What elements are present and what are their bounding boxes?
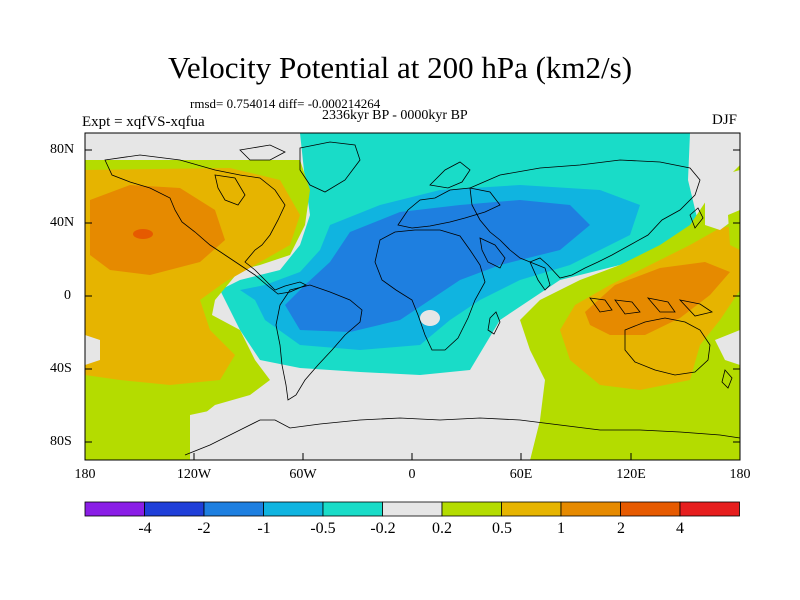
colorbar-swatch <box>322 501 383 517</box>
colorbar-label: -2 <box>197 520 211 537</box>
maritime-continent-max-region <box>585 262 730 335</box>
period-text: 2336kyr BP - 0000kyr BP <box>322 108 468 123</box>
greenland-coastline <box>299 141 361 193</box>
colorbar-swatch <box>441 501 502 517</box>
east-edge-neutral-patch <box>715 330 740 365</box>
equatorial-neutral-patch <box>420 310 440 326</box>
edge-neutral-notch <box>85 335 100 365</box>
colorbar-swatch <box>560 501 621 517</box>
x-tick-label: 120E <box>616 467 646 482</box>
colorbar-swatch <box>203 501 264 517</box>
colorbar-label: 0.5 <box>492 520 512 537</box>
north-pacific-max-region <box>90 185 225 275</box>
colorbar-swatch <box>144 501 205 517</box>
x-tick-label: 60W <box>289 467 317 482</box>
experiment-label: Expt = xqfVS-xqfua <box>82 114 205 130</box>
north-pacific-peak <box>133 229 153 239</box>
rmsd-diff-text: rmsd= 0.754014 diff= -0.000214264 <box>190 96 381 111</box>
colorbar-label: 4 <box>676 520 684 537</box>
colorbar-swatch <box>84 501 145 517</box>
x-tick-label: 0 <box>408 467 416 482</box>
scandinavia-coastline <box>429 161 471 189</box>
y-tick-label: 80S <box>50 434 72 449</box>
arctic-islands-coastline <box>239 144 286 161</box>
colorbar-swatch <box>501 501 562 517</box>
axis-ticks <box>84 149 741 460</box>
plot-title: Velocity Potential at 200 hPa (km2/s) <box>167 50 633 85</box>
colorbar-swatch <box>382 501 443 517</box>
colorbar-label: -1 <box>257 520 271 537</box>
hudson-bay-coastline <box>214 174 246 206</box>
south-america-coastline <box>275 284 363 401</box>
africa-coastline <box>374 229 486 351</box>
europe-coastline <box>397 187 501 229</box>
north-america-coastline <box>104 154 307 295</box>
colorbar-label: -4 <box>138 520 152 537</box>
minimum-core-region <box>285 200 590 332</box>
colorbar-swatch <box>620 501 681 517</box>
x-tick-label: 120W <box>176 467 212 482</box>
asia-coastline <box>469 159 701 279</box>
x-tick-label: 180 <box>729 467 751 482</box>
y-tick-label: 40S <box>50 361 72 376</box>
australia-coastline <box>624 317 711 376</box>
x-tick-label: 180 <box>74 467 96 482</box>
arabia-india-coastline <box>479 237 551 291</box>
indonesia-coastline <box>589 297 713 317</box>
colorbar-label: 2 <box>617 520 625 537</box>
colorbar <box>84 501 740 517</box>
colorbar-label: -0.2 <box>370 520 396 537</box>
colorbar-label: -0.5 <box>310 520 336 537</box>
colorbar-swatch <box>263 501 324 517</box>
new-zealand-coastline <box>721 369 733 389</box>
season-label: DJF <box>712 112 738 128</box>
field-contours <box>85 133 740 460</box>
colorbar-swatch <box>679 501 740 517</box>
madagascar-coastline <box>487 311 501 335</box>
east-edge-positive-patch <box>728 210 740 250</box>
colorbar-label: 1 <box>557 520 565 537</box>
colorbar-label: 0.2 <box>432 520 452 537</box>
y-tick-label: 40N <box>50 215 75 230</box>
antarctica-coastline <box>184 417 740 456</box>
y-tick-label: 80N <box>50 142 75 157</box>
coastlines <box>104 141 740 456</box>
y-tick-label: 0 <box>64 288 71 303</box>
japan-coastline <box>689 207 704 229</box>
x-tick-label: 60E <box>509 467 533 482</box>
